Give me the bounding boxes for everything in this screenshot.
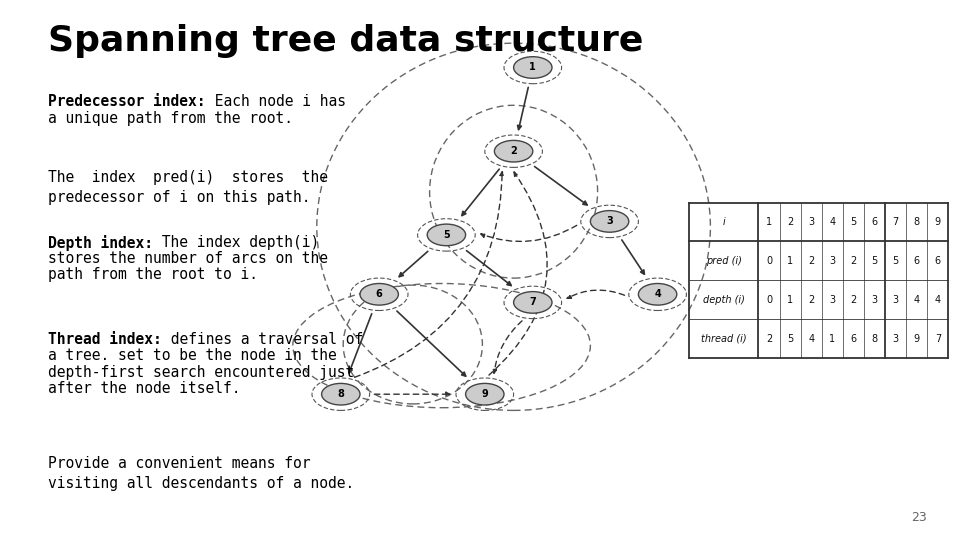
Text: 7: 7 [529,298,537,307]
FancyArrowPatch shape [489,172,547,375]
Text: 1: 1 [787,295,793,305]
Text: 1: 1 [529,63,537,72]
Text: Provide a convenient means for
visiting all descendants of a node.: Provide a convenient means for visiting … [48,456,354,491]
Text: 5: 5 [851,217,856,227]
Text: 5: 5 [787,334,793,343]
Text: 2: 2 [808,295,814,305]
Text: 4: 4 [829,217,835,227]
Text: 4: 4 [808,334,814,343]
Circle shape [514,292,552,313]
FancyArrowPatch shape [517,87,528,130]
Text: thread (i): thread (i) [701,334,747,343]
Text: 9: 9 [935,217,941,227]
Circle shape [638,284,677,305]
Text: Spanning tree data structure: Spanning tree data structure [48,24,643,58]
Text: 3: 3 [893,295,899,305]
Text: 9: 9 [914,334,920,343]
Text: depth-first search encountered just: depth-first search encountered just [48,364,354,380]
FancyArrowPatch shape [348,314,372,373]
Text: 2: 2 [851,256,856,266]
FancyArrowPatch shape [535,166,588,205]
Text: 2: 2 [851,295,856,305]
FancyArrowPatch shape [467,251,511,286]
Text: 0: 0 [766,295,772,305]
Text: Depth index:: Depth index: [48,235,153,251]
Text: 4: 4 [914,295,920,305]
Text: 3: 3 [829,256,835,266]
Text: 1: 1 [787,256,793,266]
Text: 8: 8 [914,217,920,227]
Text: 1: 1 [829,334,835,343]
Text: 3: 3 [829,295,835,305]
Circle shape [514,57,552,78]
Circle shape [466,383,504,405]
FancyArrowPatch shape [622,240,644,274]
FancyArrowPatch shape [462,169,499,215]
Text: 3: 3 [606,217,613,226]
FancyArrowPatch shape [374,392,449,396]
Text: The index depth(i): The index depth(i) [153,235,320,250]
Text: pred (i): pred (i) [706,256,742,266]
Text: 8: 8 [872,334,877,343]
Text: 3: 3 [893,334,899,343]
FancyArrowPatch shape [399,251,428,276]
Text: 2: 2 [808,256,814,266]
Text: 2: 2 [510,146,517,156]
Text: 6: 6 [914,256,920,266]
Circle shape [322,383,360,405]
Text: 2: 2 [766,334,772,343]
Text: 6: 6 [851,334,856,343]
FancyArrowPatch shape [396,311,466,376]
Text: stores the number of arcs on the: stores the number of arcs on the [48,251,328,266]
Text: 5: 5 [443,230,450,240]
Text: 2: 2 [787,217,793,227]
Text: 3: 3 [872,295,877,305]
Text: a tree. set to be the node in the: a tree. set to be the node in the [48,348,337,363]
Text: 23: 23 [911,511,926,524]
Text: 0: 0 [766,256,772,266]
Text: The  index  pred(i)  stores  the
predecessor of i on this path.: The index pred(i) stores the predecessor… [48,170,328,205]
FancyArrowPatch shape [567,290,625,298]
Text: 6: 6 [935,256,941,266]
Text: i: i [723,217,725,227]
Text: defines a traversal of: defines a traversal of [161,332,363,347]
Text: 1: 1 [766,217,772,227]
Text: after the node itself.: after the node itself. [48,381,241,396]
Text: 5: 5 [872,256,877,266]
Text: 6: 6 [872,217,877,227]
Text: depth (i): depth (i) [703,295,745,305]
Text: 5: 5 [893,256,899,266]
Text: 6: 6 [375,289,383,299]
Circle shape [494,140,533,162]
Circle shape [360,284,398,305]
Text: Each node i has: Each node i has [205,94,346,110]
FancyArrowPatch shape [492,321,522,373]
Text: path from the root to i.: path from the root to i. [48,267,258,282]
Text: 4: 4 [654,289,661,299]
FancyArrowPatch shape [355,172,504,377]
Text: Predecessor index:: Predecessor index: [48,94,205,110]
Circle shape [427,224,466,246]
Text: 7: 7 [935,334,941,343]
FancyArrowPatch shape [481,225,577,241]
Text: 7: 7 [893,217,899,227]
Text: a unique path from the root.: a unique path from the root. [48,111,293,126]
Text: 8: 8 [337,389,345,399]
Text: 4: 4 [935,295,941,305]
Text: 9: 9 [481,389,489,399]
Text: 3: 3 [808,217,814,227]
Text: Thread index:: Thread index: [48,332,161,347]
Circle shape [590,211,629,232]
